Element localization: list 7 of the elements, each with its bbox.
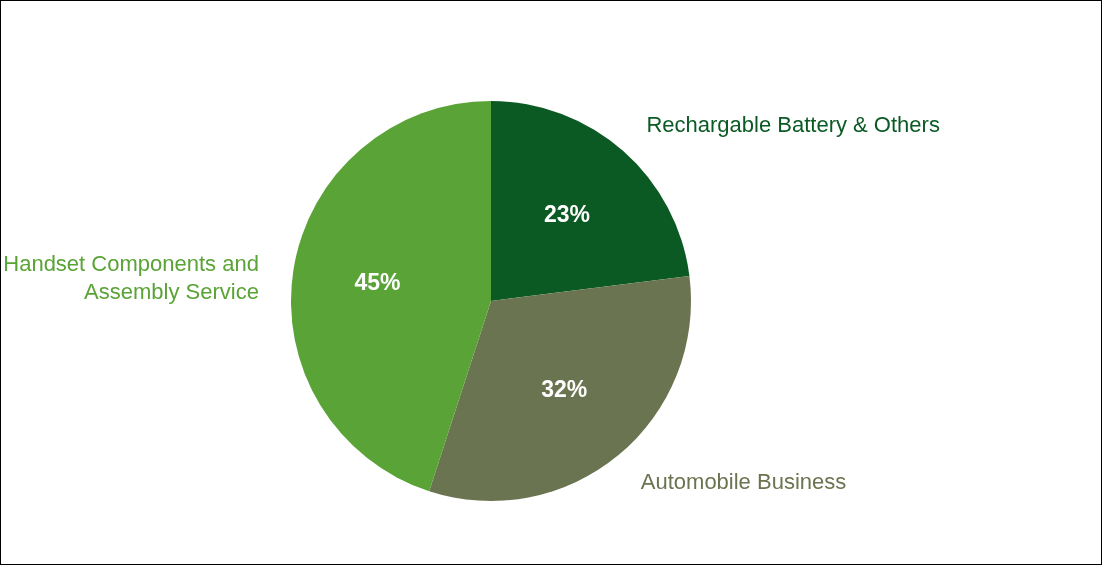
pie-slice [291, 101, 491, 492]
data-label: 32% [541, 375, 588, 402]
slice-label: Handset Components and Assembly Service [3, 251, 259, 305]
data-label: 23% [544, 200, 591, 227]
slice-label: Automobile Business [640, 469, 847, 495]
slice-label: Rechargable Battery & Others [646, 111, 940, 137]
data-label: 45% [354, 269, 401, 296]
